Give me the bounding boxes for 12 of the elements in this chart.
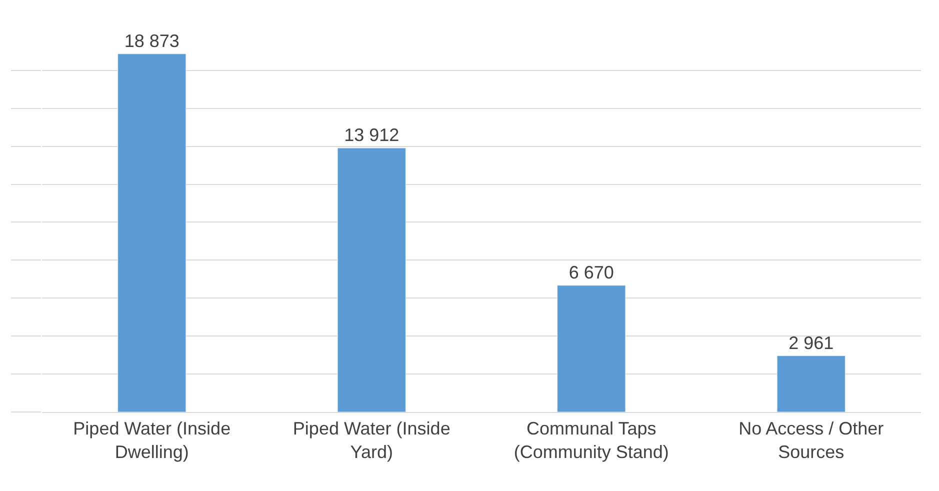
data-label: 2 961 [788, 332, 834, 353]
x-tick-label: Piped Water (Inside Yard) [292, 418, 450, 462]
x-tick-label: No Access / Other Sources [738, 418, 884, 462]
data-label: 18 873 [124, 30, 180, 51]
data-label: 6 670 [568, 262, 614, 282]
data-label: 13 912 [344, 124, 400, 145]
x-tick-label: Communal Taps (Community Stand) [514, 418, 669, 462]
x-tick-label: Piped Water (Inside Dwelling) [73, 418, 231, 462]
bar [776, 356, 846, 412]
bar [118, 54, 186, 412]
bar [337, 148, 406, 412]
bar [557, 285, 626, 412]
